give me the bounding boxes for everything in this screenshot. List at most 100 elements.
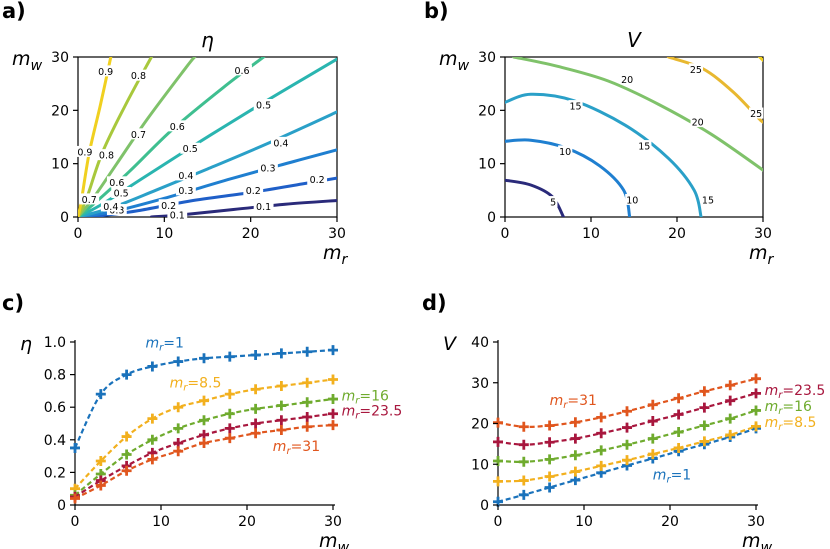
panel-d-point-3-10 [751,388,761,399]
panel-b-contour-label-15-1: 15 [638,142,650,153]
panel-d-point-1-9 [725,429,736,440]
panel-d-point-1-5 [622,455,632,466]
panel-c-point-2-5 [199,415,209,426]
panel-d-point-4-10 [751,373,761,384]
panel-b-ytick-label-3: 30 [478,50,496,66]
panel-d-point-3-6 [647,416,658,427]
panel-b-contour-label-bg [548,196,558,208]
panel-b-contour-label-15-2: 15 [702,195,714,206]
panel-b-contour-label-bg [620,73,635,85]
panel-a-xtick-label-0: 0 [74,226,83,242]
panel-c-point-1-9 [302,377,313,388]
panel-a-contour-label-0.2-2: 0.2 [310,175,325,186]
panel-c-point-4-7 [250,428,261,439]
panel-c-point-4-3 [147,454,158,465]
panel-c-point-4-10 [328,420,338,431]
panel-c-point-1-2 [121,431,132,442]
panel-b-ytick-label-2: 20 [478,103,496,119]
panel-b-contour-label-5-0: 5 [550,198,556,209]
panel-c-point-1-10 [328,374,338,385]
panel-c-series-label-2: mr=16 [342,389,389,407]
panel-a-contour-label-bg [176,184,196,196]
panel-a-contour-label-0.5-1: 0.5 [183,144,198,155]
panel-b-contour-label-bg [558,145,573,157]
panel-c-series-label-0: mr=1 [146,336,184,354]
panel-a-contour-label-bg [180,142,201,154]
panel-d-ytick-label-2: 20 [471,417,489,433]
panel-b-contour-label-bg [690,116,705,128]
panel-c-point-0-3 [147,361,158,372]
panel-a-contour-label-bg [253,200,274,212]
panel-c-point-0-4 [173,356,184,367]
panel-d-letter: d) [422,291,447,315]
panel-d-point-3-2 [544,437,555,448]
panel-b-ytick-label-1: 10 [478,157,496,173]
panel-d-series-label-3: mr=23.5 [765,383,826,401]
panel-c-point-2-3 [147,434,158,445]
panel-a-ytick-label-3: 30 [51,50,69,66]
panel-a-plot-frame [77,56,338,218]
panel-c-point-2-6 [224,408,235,419]
panel-d-series-label-0: mr=1 [653,468,691,486]
panel-d-point-1-4 [596,460,607,471]
panel-c-point-1-8 [276,381,287,392]
panel-c-point-0-8 [276,348,287,359]
panel-a-ytick-label-1: 10 [51,157,69,173]
panel-c-series-label-3: mr=23.5 [342,403,403,421]
panel-c-point-1-7 [250,384,261,395]
panel-c-point-1-4 [173,402,184,413]
panel-b-plot-frame [504,56,764,218]
panel-c-point-3-7 [250,418,261,429]
panel-c-ytick-label-2: 0.4 [44,433,66,449]
panel-b-xtick-label-0: 0 [501,226,510,242]
panel-a-contour-label-bg [176,169,196,181]
panel-a-contour-label-bg [158,199,179,211]
panel-a-contour-label-bg [75,145,95,157]
panel-b-contour-label-bg [568,100,583,112]
panel-a-contour-label-bg [258,161,278,173]
panel-d-point-1-0 [493,476,503,487]
panel-a-contour-label-0.3-2: 0.3 [260,163,275,174]
panel-d-point-3-3 [570,433,581,444]
panel-c-point-4-1 [95,480,106,491]
panel-d-point-4-8 [699,386,710,397]
panel-b-contour-label-20-0: 20 [621,75,633,86]
panel-b-contour-30 [758,57,763,62]
panel-d-xtick-label-2: 20 [661,514,679,530]
panel-d-point-3-4 [596,428,607,439]
panel-d-xtick-label-3: 30 [747,514,765,530]
panel-a-contour-label-0.6-0: 0.6 [109,178,124,189]
panel-c-point-3-6 [224,423,235,434]
panel-c-point-4-0 [70,493,80,504]
panel-d-point-2-3 [570,450,581,461]
panel-d-point-3-1 [518,439,529,450]
panel-c-point-2-7 [250,403,261,414]
panel-a-contour-label-0.4-2: 0.4 [273,138,288,149]
panel-b-title: V [627,28,642,52]
panel-d-series-label-2: mr=16 [765,399,812,417]
panel-b-contour-label-15-0: 15 [569,102,581,113]
panel-d-point-4-2 [544,420,555,431]
panel-d-ylabel: V [443,333,458,355]
panel-c-xtick-label-2: 20 [238,514,256,530]
panel-c-point-0-5 [199,353,209,364]
panel-d-point-4-9 [725,380,736,391]
panel-a-ylabel: mw [12,48,43,74]
panel-c-xtick-label-0: 0 [71,514,80,530]
panel-c-point-1-3 [147,413,158,424]
panel-a-contour-label-bg [100,200,121,212]
panel-c-ytick-label-5: 1.0 [44,335,66,351]
panel-a-ytick-label-0: 0 [60,210,69,226]
panel-c-point-0-1 [95,389,106,400]
panel-d-point-1-3 [570,466,581,477]
panel-d-point-3-8 [699,402,710,413]
panel-a-contour-label-0.7-1: 0.7 [131,130,146,141]
panel-d-point-2-1 [518,456,529,467]
panel-d-series-line-4 [497,377,757,428]
panel-a-contour-label-bg [96,149,117,161]
panel-a-contour-label-0.9-1: 0.9 [98,67,113,78]
panel-a-contour-label-0.6-1: 0.6 [170,122,185,133]
panel-c-point-3-8 [276,415,287,426]
panel-a-contour-label-0.2-0: 0.2 [161,201,176,212]
panel-a-contour-label-0.9-0: 0.9 [77,147,92,158]
